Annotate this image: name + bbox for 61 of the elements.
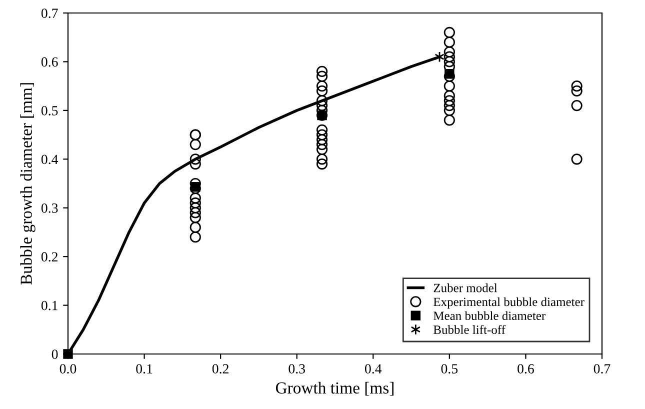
x-tick-label: 0.7 [594,364,610,374]
point [444,69,454,79]
point [316,85,328,96]
point [444,100,455,112]
point [316,129,328,140]
legend-label: Mean bubble diameter [434,311,546,320]
point [444,104,455,116]
x-tick-label: 0.1 [136,364,152,374]
point [316,124,328,136]
y-tick-label: 0.7 [41,8,58,18]
y-axis-title: Bubble growth diameter [mm] [20,83,36,285]
x-tick-label: 0.4 [364,364,382,374]
point [190,154,201,165]
point [444,90,455,102]
point [571,80,582,92]
point [444,46,455,58]
point [190,232,201,243]
x-axis-title: Growth time [ms] [276,382,394,396]
point [444,36,455,48]
point [444,56,455,68]
point [190,202,201,214]
point [190,197,201,209]
y-tick-label: 0.2 [41,252,58,262]
point [444,114,455,126]
point [190,158,201,170]
point [190,222,201,233]
x-tick-label: 0.6 [518,364,534,374]
x-tick-label: 0.3 [288,364,305,374]
point [571,85,582,96]
point [190,138,201,150]
x-tick-label: 0.2 [212,364,228,374]
x-tick-label: 0.0 [60,364,76,374]
point [316,95,328,106]
y-tick-label: 0.4 [41,154,58,164]
point [316,80,328,92]
point [316,66,328,78]
point [316,134,328,146]
point [190,207,201,218]
y-tick-label: 0.6 [41,57,58,67]
point [316,138,328,150]
legend-label: Zuber model [434,283,498,292]
point [444,95,455,106]
point [316,154,328,165]
point [190,212,201,224]
point [444,51,455,62]
point [444,80,455,92]
y-tick-label: 0.1 [41,300,58,310]
point [444,26,455,38]
y-tick-label: 0 [52,350,58,359]
y-tick-label: 0.5 [41,106,58,116]
point [571,154,582,165]
point [316,144,328,155]
legend-label: Bubble lift-off [434,325,506,334]
point [571,100,582,112]
point [63,349,73,359]
legend-label: Experimental bubble diameter [434,297,584,309]
y-tick-label: 0.3 [41,203,58,213]
x-tick-label: 0.5 [441,364,458,374]
point [316,158,328,170]
point [316,70,328,82]
point [190,192,201,204]
